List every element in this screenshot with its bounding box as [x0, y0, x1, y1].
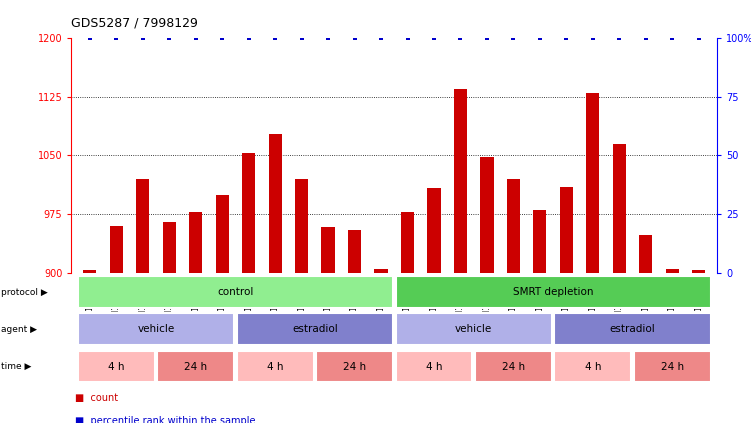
- Text: ■  percentile rank within the sample: ■ percentile rank within the sample: [75, 416, 255, 423]
- Point: [560, 35, 572, 41]
- Bar: [427, 188, 441, 273]
- Point: [640, 35, 652, 41]
- Bar: [454, 89, 467, 273]
- Bar: [533, 210, 547, 273]
- Bar: [692, 270, 705, 273]
- Point: [190, 35, 202, 41]
- Text: 4 h: 4 h: [584, 362, 601, 371]
- FancyBboxPatch shape: [634, 351, 710, 382]
- Point: [692, 35, 704, 41]
- Bar: [110, 226, 123, 273]
- Text: control: control: [217, 287, 254, 297]
- Text: 24 h: 24 h: [184, 362, 207, 371]
- Text: 24 h: 24 h: [343, 362, 366, 371]
- Point: [508, 35, 520, 41]
- Bar: [163, 222, 176, 273]
- Bar: [507, 179, 520, 273]
- FancyBboxPatch shape: [316, 351, 393, 382]
- Point: [587, 35, 599, 41]
- Bar: [587, 93, 599, 273]
- Text: 4 h: 4 h: [108, 362, 125, 371]
- FancyBboxPatch shape: [158, 351, 234, 382]
- Text: 4 h: 4 h: [426, 362, 442, 371]
- Text: estradiol: estradiol: [610, 324, 656, 334]
- FancyBboxPatch shape: [396, 351, 472, 382]
- Point: [428, 35, 440, 41]
- Point: [110, 35, 122, 41]
- Text: ■  count: ■ count: [75, 393, 118, 403]
- Point: [454, 35, 466, 41]
- Bar: [665, 269, 679, 273]
- Bar: [481, 157, 493, 273]
- Bar: [136, 179, 149, 273]
- Bar: [348, 230, 361, 273]
- FancyBboxPatch shape: [237, 313, 393, 345]
- Point: [614, 35, 626, 41]
- Point: [375, 35, 387, 41]
- Point: [481, 35, 493, 41]
- Text: vehicle: vehicle: [455, 324, 493, 334]
- Text: 24 h: 24 h: [502, 362, 525, 371]
- FancyBboxPatch shape: [475, 351, 552, 382]
- Point: [348, 35, 360, 41]
- Text: time ▶: time ▶: [1, 362, 31, 371]
- Point: [534, 35, 546, 41]
- FancyBboxPatch shape: [396, 313, 552, 345]
- Bar: [559, 187, 573, 273]
- Text: 4 h: 4 h: [267, 362, 283, 371]
- Point: [84, 35, 96, 41]
- Bar: [83, 270, 96, 273]
- Bar: [613, 144, 626, 273]
- Text: 24 h: 24 h: [661, 362, 683, 371]
- Text: agent ▶: agent ▶: [1, 325, 37, 334]
- Point: [666, 35, 678, 41]
- Bar: [375, 269, 388, 273]
- Point: [243, 35, 255, 41]
- Point: [402, 35, 414, 41]
- Text: SMRT depletion: SMRT depletion: [513, 287, 593, 297]
- Text: vehicle: vehicle: [137, 324, 175, 334]
- Bar: [401, 212, 414, 273]
- Text: GDS5287 / 7998129: GDS5287 / 7998129: [71, 16, 198, 30]
- Bar: [242, 153, 255, 273]
- Bar: [295, 179, 308, 273]
- FancyBboxPatch shape: [396, 276, 710, 308]
- Point: [163, 35, 175, 41]
- Bar: [321, 228, 335, 273]
- Text: estradiol: estradiol: [292, 324, 338, 334]
- Point: [296, 35, 308, 41]
- Point: [216, 35, 228, 41]
- Text: protocol ▶: protocol ▶: [1, 288, 47, 297]
- FancyBboxPatch shape: [78, 313, 234, 345]
- Bar: [639, 235, 653, 273]
- FancyBboxPatch shape: [554, 313, 710, 345]
- Point: [137, 35, 149, 41]
- Point: [322, 35, 334, 41]
- Point: [269, 35, 281, 41]
- Bar: [189, 212, 202, 273]
- FancyBboxPatch shape: [237, 351, 314, 382]
- Bar: [269, 134, 282, 273]
- FancyBboxPatch shape: [78, 276, 393, 308]
- FancyBboxPatch shape: [554, 351, 631, 382]
- Bar: [216, 195, 229, 273]
- FancyBboxPatch shape: [78, 351, 155, 382]
